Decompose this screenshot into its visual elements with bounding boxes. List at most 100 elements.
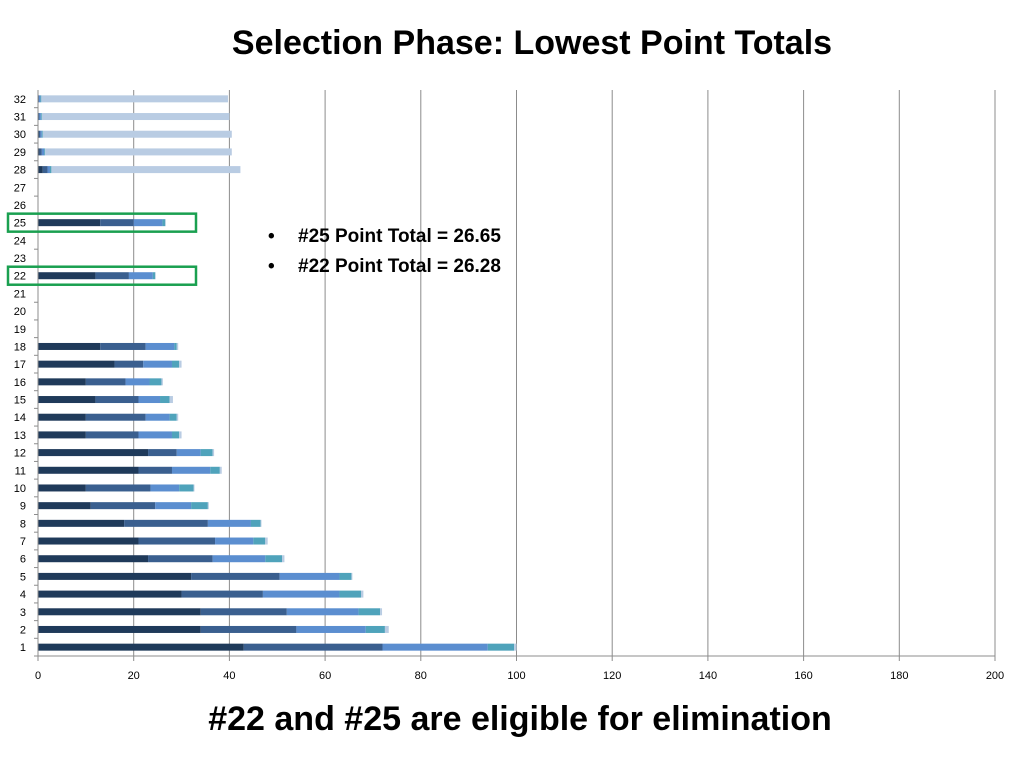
bar-11-segment-2: [138, 466, 172, 474]
bar-31-segment-5: [41, 113, 230, 121]
bar-10-segment-3: [150, 484, 180, 492]
y-tick-label-11: 11: [15, 465, 26, 477]
y-tick-label-19: 19: [14, 324, 26, 336]
bar-6-segment-5: [282, 555, 285, 563]
bar-1-segment-5: [514, 643, 517, 651]
bar-15-segment-4: [160, 396, 170, 404]
bar-6-segment-1: [38, 555, 149, 563]
y-tick-label-16: 16: [14, 377, 26, 389]
y-tick-label-27: 27: [14, 182, 26, 194]
y-tick-label-14: 14: [14, 412, 26, 424]
y-tick-label-31: 31: [14, 112, 26, 124]
y-tick-label-26: 26: [14, 200, 26, 212]
bar-12-segment-2: [148, 449, 177, 457]
bar-3-segment-3: [286, 608, 359, 616]
bar-12-segment-5: [212, 449, 215, 457]
bar-17-segment-3: [143, 360, 172, 368]
bar-3-segment-4: [358, 608, 381, 616]
y-tick-label-2: 2: [20, 624, 26, 636]
y-tick-label-25: 25: [14, 218, 26, 230]
y-tick-label-18: 18: [14, 341, 26, 353]
bullet-text-22: #22 Point Total = 26.28: [298, 256, 501, 277]
bar-14-segment-1: [38, 413, 86, 421]
bar-32-segment-3: [38, 95, 41, 103]
bullet-dot-icon: •: [268, 256, 275, 277]
y-tick-label-6: 6: [20, 554, 26, 566]
bar-13-segment-4: [171, 431, 180, 439]
bar-1-segment-1: [38, 643, 244, 651]
bar-18-segment-2: [100, 342, 146, 350]
bar-9-segment-5: [207, 502, 209, 510]
bar-10-segment-4: [179, 484, 194, 492]
x-tick-label-20: 20: [128, 670, 140, 682]
bar-29-segment-5: [45, 148, 232, 156]
bar-14-segment-2: [85, 413, 146, 421]
bar-22-segment-5: [155, 272, 156, 280]
x-tick-label-120: 120: [603, 670, 621, 682]
bar-15-segment-2: [95, 396, 139, 404]
bullet-list: • #25 Point Total = 26.65 • #22 Point To…: [268, 222, 501, 282]
bar-9-segment-3: [155, 502, 192, 510]
bar-30-segment-5: [42, 130, 232, 138]
y-tick-label-9: 9: [20, 501, 26, 513]
highlight-box-25: [6, 212, 198, 233]
footer-caption: #22 and #25 are eligible for elimination: [208, 700, 832, 738]
bar-29-segment-2: [39, 148, 42, 156]
bar-13-segment-5: [179, 431, 182, 439]
bar-17-segment-4: [171, 360, 180, 368]
bar-1-segment-4: [487, 643, 515, 651]
bar-2-segment-1: [38, 625, 201, 633]
bar-22-segment-2: [95, 272, 129, 280]
bar-16-segment-2: [85, 378, 126, 386]
bar-17-segment-2: [114, 360, 144, 368]
bar-5-segment-3: [279, 572, 340, 580]
bullet-dot-icon: •: [268, 226, 275, 247]
bar-25-segment-4: [162, 219, 166, 227]
bar-12-segment-1: [38, 449, 149, 457]
bar-25-segment-5: [165, 219, 166, 227]
bar-22-segment-4: [152, 272, 156, 280]
bar-8-segment-4: [250, 519, 261, 527]
bar-15-segment-1: [38, 396, 96, 404]
bar-16-segment-4: [149, 378, 162, 386]
bar-2-segment-3: [296, 625, 366, 633]
y-tick-label-15: 15: [14, 395, 26, 407]
bar-13-segment-3: [138, 431, 172, 439]
bar-7-segment-3: [215, 537, 254, 545]
bar-28-segment-5: [51, 166, 241, 174]
bar-18-segment-1: [38, 342, 101, 350]
x-tick-labels: 0 20 40 60 80 100 120 140 160 180 200: [35, 670, 1004, 682]
bar-31-segment-4: [40, 113, 42, 121]
bar-9-segment-4: [191, 502, 208, 510]
bar-11-segment-3: [171, 466, 211, 474]
bar-11-segment-1: [38, 466, 139, 474]
page-title: Selection Phase: Lowest Point Totals: [231, 24, 833, 62]
bar-9-segment-1: [38, 502, 91, 510]
bar-4-segment-4: [339, 590, 361, 598]
bar-2-segment-2: [200, 625, 297, 633]
bar-28-segment-2: [42, 166, 48, 174]
bar-5-segment-1: [38, 572, 192, 580]
bar-7-segment-4: [253, 537, 266, 545]
bar-4-segment-1: [38, 590, 182, 598]
bar-5-segment-4: [339, 572, 352, 580]
bar-16-segment-1: [38, 378, 86, 386]
x-tick-label-160: 160: [794, 670, 812, 682]
y-tick-label-20: 20: [14, 306, 26, 318]
bar-4-segment-5: [360, 590, 364, 598]
bar-10-segment-1: [38, 484, 86, 492]
y-tick-label-4: 4: [20, 589, 26, 601]
bar-8-segment-1: [38, 519, 125, 527]
bar-30-segment-4: [41, 130, 43, 138]
y-tick-label-22: 22: [14, 271, 26, 283]
bar-11-segment-5: [219, 466, 222, 474]
bar-29-segment-1: [38, 148, 40, 156]
bar-15-segment-3: [138, 396, 161, 404]
bar-13-segment-2: [85, 431, 139, 439]
bar-14-segment-3: [145, 413, 170, 421]
bars: [38, 95, 517, 651]
stacked-bar-chart: 1234567891011121314151617181920212223242…: [6, 90, 1004, 682]
bar-7-segment-5: [265, 537, 268, 545]
y-tick-label-5: 5: [20, 571, 26, 583]
bar-10-segment-5: [193, 484, 195, 492]
